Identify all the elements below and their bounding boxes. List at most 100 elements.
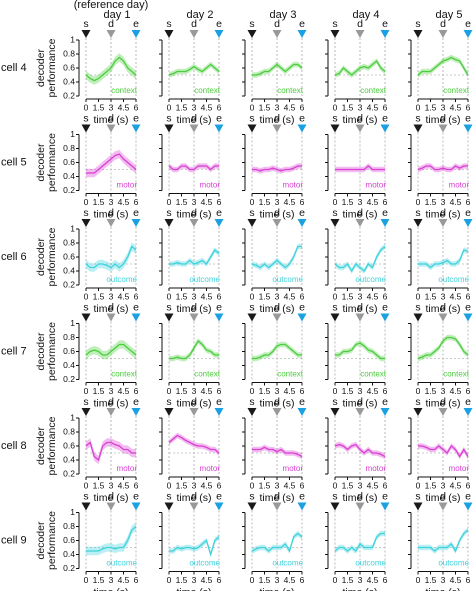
y-axis-label: performance <box>46 133 58 192</box>
mean-line <box>418 249 469 269</box>
event-label: e <box>133 301 139 313</box>
error-band <box>252 341 302 362</box>
event-marker <box>355 124 365 133</box>
error-band <box>169 247 219 267</box>
x-tick-label: 1.5 <box>342 480 354 490</box>
event-marker <box>355 408 365 416</box>
mean-line <box>252 63 303 76</box>
event-marker <box>247 313 257 322</box>
event-label: d <box>191 18 197 30</box>
event-label: s <box>415 396 420 408</box>
event-label: d <box>440 112 446 124</box>
event-marker <box>214 30 224 38</box>
x-tick-label: 0 <box>250 102 255 112</box>
event-marker <box>214 502 224 511</box>
series-label: outcome <box>272 275 303 284</box>
mean-line <box>418 445 469 458</box>
event-label: d <box>108 112 114 124</box>
x-tick-label: 3 <box>192 102 197 112</box>
x-tick-label: 3 <box>109 480 114 490</box>
x-axis-label: time (s) <box>94 586 129 591</box>
x-tick-label: 1.5 <box>176 480 188 490</box>
event-marker <box>438 502 448 511</box>
x-axis-label: time (s) <box>94 114 129 126</box>
x-tick-label: 1.5 <box>259 197 271 207</box>
x-tick-label: 6 <box>217 102 222 112</box>
x-tick-label: 3 <box>192 575 197 585</box>
series-label: motor <box>449 464 470 473</box>
x-tick-label: 0 <box>167 386 172 396</box>
event-label: s <box>166 396 171 408</box>
x-axis-label: time (s) <box>343 208 378 220</box>
x-tick-label: 1.5 <box>259 102 271 112</box>
y-tick-label: 0.4 <box>63 360 75 370</box>
mean-line <box>252 343 302 360</box>
row-label: cell 9 <box>1 534 27 546</box>
event-label: d <box>108 18 114 30</box>
series-label: outcome <box>106 559 137 568</box>
mean-line <box>85 343 137 356</box>
error-band <box>252 530 302 554</box>
x-tick-label: 3 <box>192 291 197 301</box>
event-label: e <box>299 396 305 408</box>
x-axis-label: time (s) <box>260 303 295 315</box>
x-tick-label: 0 <box>416 480 421 490</box>
x-tick-label: 6 <box>217 480 222 490</box>
event-marker <box>81 313 91 322</box>
event-marker <box>164 30 174 38</box>
x-tick-label: 0 <box>167 197 172 207</box>
event-label: e <box>382 301 388 313</box>
event-label: d <box>191 112 197 124</box>
x-tick-label: 6 <box>217 386 222 396</box>
event-label: e <box>133 112 139 124</box>
event-marker <box>131 313 141 322</box>
series-label: outcome <box>189 559 220 568</box>
x-tick-label: 6 <box>383 197 388 207</box>
event-label: e <box>382 490 388 502</box>
event-label: e <box>216 207 222 219</box>
series-label: motor <box>449 181 470 190</box>
event-marker <box>438 408 448 416</box>
event-marker <box>330 408 340 416</box>
x-tick-label: 6 <box>217 575 222 585</box>
y-axis-label: performance <box>46 322 58 381</box>
y-tick-label: 1 <box>70 412 75 422</box>
x-tick-label: 3 <box>109 386 114 396</box>
x-axis-label: time (s) <box>343 114 378 126</box>
x-tick-label: 4.5 <box>450 575 462 585</box>
event-marker <box>247 219 257 227</box>
x-tick-label: 1.5 <box>176 575 188 585</box>
event-label: s <box>166 490 171 502</box>
series-label: motor <box>366 464 387 473</box>
x-axis-label: time (s) <box>260 492 295 504</box>
series-label: motor <box>283 464 304 473</box>
event-marker <box>355 30 365 38</box>
x-tick-label: 3 <box>441 291 446 301</box>
x-tick-label: 4.5 <box>284 386 296 396</box>
x-tick-label: 1.5 <box>259 291 271 301</box>
x-tick-label: 3 <box>192 480 197 490</box>
error-band <box>418 443 468 460</box>
event-marker <box>413 219 423 227</box>
event-label: s <box>83 112 88 124</box>
event-label: d <box>357 301 363 313</box>
event-label: s <box>166 207 171 219</box>
x-tick-label: 4.5 <box>201 197 213 207</box>
x-tick-label: 0 <box>250 197 255 207</box>
y-tick-label: 0.8 <box>63 143 75 153</box>
mean-line <box>418 529 469 553</box>
x-tick-label: 0 <box>84 480 89 490</box>
event-label: s <box>166 301 171 313</box>
event-marker <box>380 219 390 227</box>
series-label: motor <box>117 464 138 473</box>
y-tick-label: 1 <box>70 507 75 517</box>
y-axis-label: performance <box>46 511 58 570</box>
x-tick-label: 6 <box>300 480 305 490</box>
x-tick-label: 4.5 <box>118 575 130 585</box>
series-label: outcome <box>189 275 220 284</box>
event-marker <box>189 408 199 416</box>
x-tick-label: 4.5 <box>201 291 213 301</box>
mean-line <box>169 536 220 557</box>
x-tick-label: 3 <box>441 480 446 490</box>
